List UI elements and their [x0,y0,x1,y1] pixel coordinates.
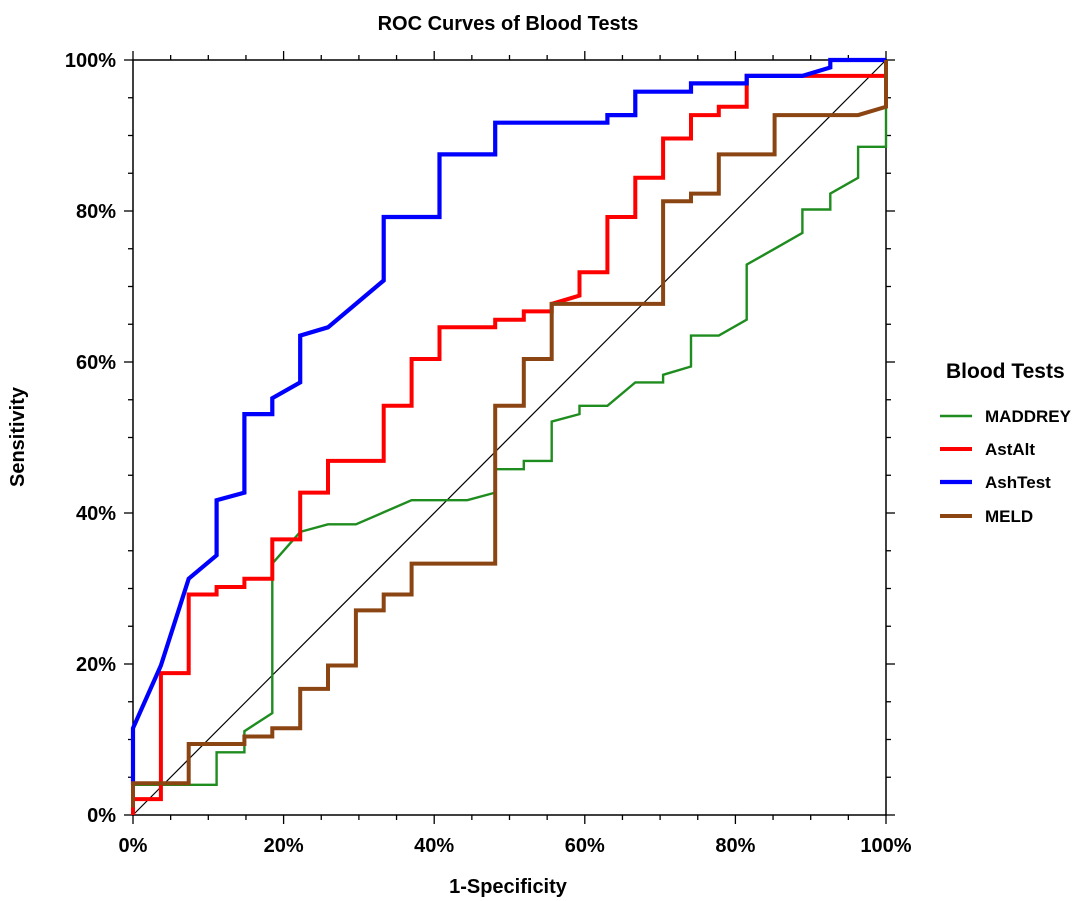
y-tick-label: 40% [76,503,116,525]
reference-diagonal-line [132,59,887,816]
x-tick-label: 0% [119,835,148,857]
x-tick-label: 40% [414,835,454,857]
axis-ticks [124,51,895,824]
y-tick-label: 100% [65,50,116,72]
legend-label-maddrey: MADDREY [985,407,1072,426]
y-tick-labels: 0% 20% 40% 60% 80% 100% [65,50,116,827]
chart-title: ROC Curves of Blood Tests [378,13,639,35]
y-tick-label: 80% [76,201,116,223]
x-tick-label: 80% [715,835,755,857]
legend-label-ashtest: AshTest [985,473,1051,492]
legend-label-astalt: AstAlt [985,440,1035,459]
x-tick-labels: 0% 20% 40% 60% 80% 100% [119,835,912,857]
series-line-maddrey [131,60,888,815]
legend-title: Blood Tests [946,360,1065,383]
y-tick-label: 60% [76,352,116,374]
series-line-ashtest [130,57,886,785]
series-lines [130,57,888,815]
y-tick-label: 20% [76,654,116,676]
legend-items: MADDREY AstAlt AshTest MELD [940,407,1072,526]
y-tick-label: 0% [87,805,116,827]
x-tick-label: 100% [860,835,911,857]
x-tick-label: 60% [565,835,605,857]
series-line-astalt [131,60,888,815]
y-axis-label: Sensitivity [7,386,29,487]
x-axis-label: 1-Specificity [449,876,568,898]
plot-area [124,51,895,824]
legend: Blood Tests MADDREY AstAlt AshTest MELD [940,360,1072,526]
legend-label-meld: MELD [985,507,1033,526]
series-line-meld [131,60,888,808]
x-tick-label: 20% [264,835,304,857]
